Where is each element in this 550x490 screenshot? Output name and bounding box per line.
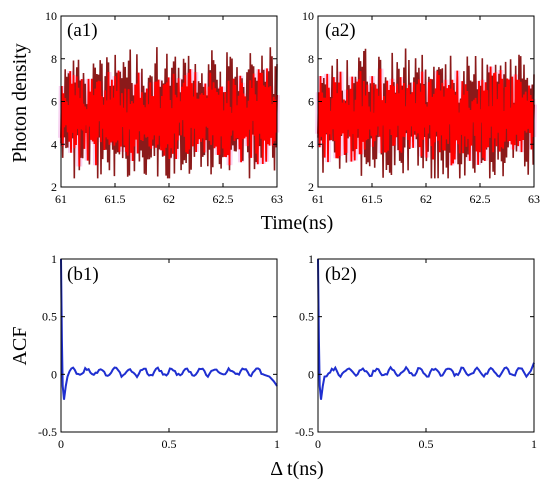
y-axis-label-acf: ACF: [9, 327, 31, 366]
y-tick-label-a1: 2: [51, 180, 57, 194]
x-tick-label-a2: 62.5: [470, 192, 491, 206]
y-tick-label-b1: 1: [51, 252, 57, 266]
x-tick-label-b1: 0: [58, 437, 64, 451]
x-tick-label-b2: 1: [531, 437, 537, 451]
y-tick-label-a2: 4: [308, 137, 314, 151]
x-tick-label-a1: 61: [55, 192, 67, 206]
x-tick-label-a1: 61.5: [105, 192, 126, 206]
y-tick-label-a2: 10: [302, 9, 314, 23]
y-tick-label-b1: -0.5: [38, 425, 57, 439]
y-tick-label-a1: 8: [51, 52, 57, 66]
x-axis-label-delta-t: Δ t(ns): [270, 458, 323, 480]
y-axis-label-photon-density: Photon density: [9, 43, 31, 162]
panel-label-a2: (a2): [325, 20, 356, 41]
x-tick-label-b1: 1: [274, 437, 280, 451]
x-tick-label-b1: 0.5: [162, 437, 177, 451]
x-tick-label-a1: 62.5: [213, 192, 234, 206]
panel-label-b2: (b2): [325, 264, 357, 285]
y-tick-label-b2: -0.5: [295, 425, 314, 439]
x-tick-label-b2: 0.5: [419, 437, 434, 451]
y-tick-label-a1: 6: [51, 95, 57, 109]
x-tick-label-a2: 61.5: [362, 192, 383, 206]
y-tick-label-b1: 0.5: [42, 310, 57, 324]
y-tick-label-a1: 4: [51, 137, 57, 151]
y-tick-label-b2: 0.5: [299, 310, 314, 324]
y-tick-label-b2: 1: [308, 252, 314, 266]
x-axis-label-time: Time(ns): [261, 212, 334, 234]
y-tick-label-b1: 0: [51, 367, 57, 381]
panel-label-b1: (b1): [67, 264, 99, 285]
x-tick-label-a2: 61: [312, 192, 324, 206]
series-acf-b1: [60, 258, 278, 400]
y-tick-label-b2: 0: [308, 367, 314, 381]
y-tick-label-a2: 2: [308, 180, 314, 194]
series-red-a1: [60, 68, 278, 167]
y-tick-label-a2: 8: [308, 52, 314, 66]
series-acf-b2: [317, 258, 535, 400]
series-red-a2: [317, 66, 535, 166]
x-tick-label-a1: 63: [271, 192, 283, 206]
plot-layer: [60, 47, 535, 400]
x-tick-label-b2: 0: [315, 437, 321, 451]
x-tick-label-a2: 63: [528, 192, 540, 206]
y-tick-label-a2: 6: [308, 95, 314, 109]
panel-label-a1: (a1): [67, 20, 98, 41]
x-tick-label-a2: 62: [420, 192, 432, 206]
x-tick-label-a1: 62: [163, 192, 175, 206]
y-tick-label-a1: 10: [45, 9, 57, 23]
